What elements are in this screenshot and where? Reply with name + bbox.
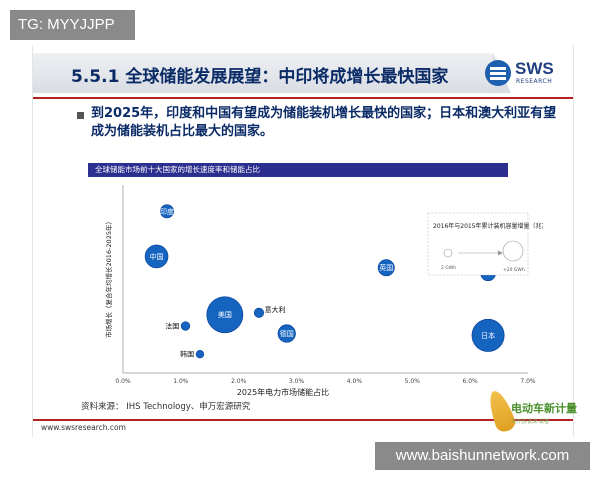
bubble-point <box>277 324 296 343</box>
x-tick-label: 3.0% <box>289 378 305 385</box>
header-divider <box>33 97 573 99</box>
legend-large-label: +20 GWh <box>503 267 525 273</box>
bubble-point <box>144 244 169 269</box>
logo-subtext: RESEARCH <box>516 78 553 85</box>
slide-title: 5.5.1 全球储能发展展望：中印将成增长最快国家 <box>71 67 449 87</box>
bubble-chart: 0.0%1.0%2.0%3.0%4.0%5.0%6.0%7.0% 印度中国英国澳… <box>104 185 543 397</box>
footer-divider <box>33 419 573 421</box>
footer-url: www.swsresearch.com <box>41 423 126 432</box>
legend-small-label: 2 GWh <box>441 265 456 271</box>
bubble-label: 印度 <box>160 207 174 216</box>
bubble-point <box>180 321 191 331</box>
x-tick-label: 6.0% <box>463 378 479 385</box>
watermark-bottom-right: www.baishunnetwork.com <box>375 442 590 470</box>
slide-header: 5.5.1 全球储能发展展望：中印将成增长最快国家 SWS RESEARCH <box>33 53 573 93</box>
bubble-label: 法国 <box>165 322 179 331</box>
bubble-label: 意大利 <box>265 305 286 314</box>
bubble-point <box>377 259 395 277</box>
bubble-label: 德国 <box>280 329 294 338</box>
legend: 2016年与2015年累计装机容量增量（兆瓦） 2 GWh +20 GWh <box>427 212 543 276</box>
header-bar <box>33 53 511 93</box>
bubble-point <box>253 307 265 318</box>
x-tick-label: 0.0% <box>115 378 131 385</box>
bubble-label: 中国 <box>150 252 164 261</box>
legend-arrow-head <box>498 250 503 256</box>
brand-subtext: 为开创·此未·就者 <box>511 419 550 425</box>
x-tick-label: 2.0% <box>231 378 247 385</box>
chart-title-bar <box>88 163 508 177</box>
bubble-label: 韩国 <box>180 350 194 359</box>
slide: 5.5.1 全球储能发展展望：中印将成增长最快国家 SWS RESEARCH 到… <box>32 45 577 437</box>
x-axis-label: 2025年电力市场储能占比 <box>237 387 329 397</box>
bubble-point <box>206 296 244 334</box>
x-tick-label: 5.0% <box>405 378 421 385</box>
sws-logo: SWS RESEARCH <box>485 57 565 91</box>
legend-small-bubble <box>443 248 453 258</box>
chart-title: 全球储能市场前十大国家的增长速度率和储能占比 <box>95 165 260 174</box>
brand-watermark: 电动车新计量 为开创·此未·就者 <box>483 387 577 435</box>
x-ticks: 0.0% 1.0% 2.0% 3.0% 4.0% 5.0% 6.0% 7.0% <box>115 378 536 385</box>
bubble-label: 英国 <box>379 263 393 272</box>
brand-text: 电动车新计量 <box>511 402 577 415</box>
bubble-point <box>471 318 505 352</box>
y-axis-label: 市场增长（复合年均增长2016-2025年） <box>104 218 113 338</box>
source-note: 资料来源： IHS Technology、申万宏源研究 <box>81 402 251 412</box>
sws-logo-icon <box>485 60 511 86</box>
bubble-label: 美国 <box>218 310 232 319</box>
legend-box <box>427 212 529 276</box>
x-tick-label: 7.0% <box>520 378 536 385</box>
x-tick-label: 1.0% <box>173 378 189 385</box>
legend-large-bubble <box>502 240 524 262</box>
bubble-label: 日本 <box>481 331 495 340</box>
x-tick-label: 4.0% <box>347 378 363 385</box>
bubble-point <box>195 350 205 359</box>
logo-text: SWS <box>515 59 554 78</box>
bubble-point <box>159 204 174 219</box>
bullet-text: 到2025年，印度和中国有望成为储能装机增长最快的国家；日本和澳大利亚有望成为储… <box>91 106 557 139</box>
legend-title: 2016年与2015年累计装机容量增量（兆瓦） <box>433 222 543 230</box>
bullet-square-icon <box>77 112 84 119</box>
watermark-top-left: TG: MYYJJPP <box>10 10 135 40</box>
